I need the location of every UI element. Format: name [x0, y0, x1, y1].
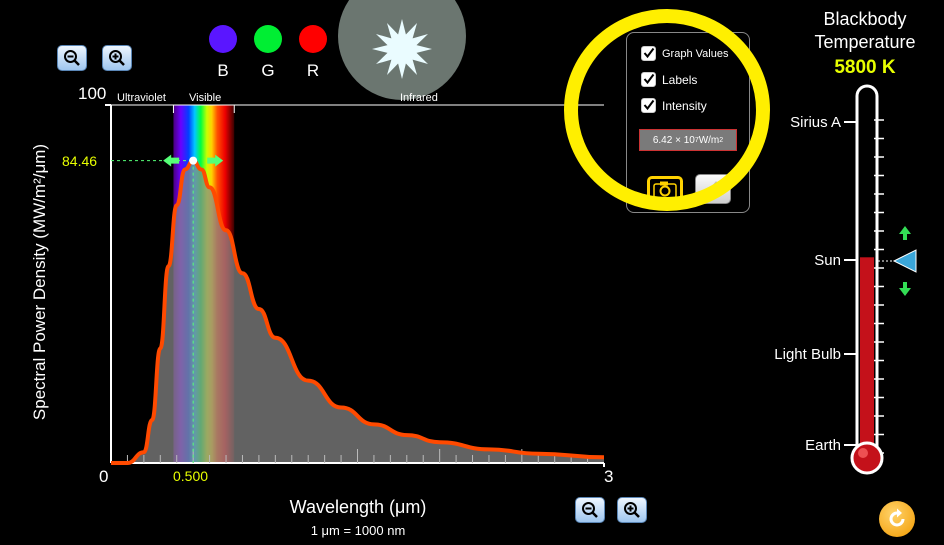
curve-area-fill: [111, 160, 604, 464]
intensity-value: 6.42 × 10 7 W/m 2: [639, 129, 737, 151]
thermometer-fill: [860, 257, 874, 458]
thermometer-title-line2: Temperature: [814, 32, 916, 52]
intensity-value-unit: W/m: [698, 134, 720, 146]
y-zoom-out-button[interactable]: [57, 45, 87, 71]
blue-filter-label: B: [217, 61, 229, 80]
light-bulb-label: Light Bulb: [774, 346, 841, 363]
star-color-disk: [338, 0, 466, 100]
labels-label: Labels: [662, 72, 698, 87]
spectrum-curve: [111, 158, 605, 465]
y-max-label: 100: [78, 84, 107, 103]
x-unit-note: 1 μm = 1000 nm: [310, 523, 406, 538]
green-filter-dot[interactable]: [254, 25, 282, 53]
intensity-option[interactable]: Intensity: [641, 98, 707, 113]
peak-point: [189, 156, 198, 165]
intensity-checkbox[interactable]: [641, 98, 656, 113]
x-axis-title: Wavelength (μm): [289, 497, 427, 517]
peak-value-label: 84.46: [62, 153, 98, 169]
x-zoom-out-button[interactable]: [575, 497, 605, 523]
thermometer-title: Blackbody Temperature: [790, 8, 940, 54]
peak-left-arrow-icon: [163, 154, 180, 167]
graph-values-label: Graph Values: [662, 47, 729, 60]
x-zoom-in-button[interactable]: [617, 497, 647, 523]
reset-button[interactable]: [879, 501, 915, 537]
red-filter-dot[interactable]: [299, 25, 327, 53]
check-icon: [643, 47, 655, 59]
x-min-label: 0: [99, 467, 109, 486]
highlight-ellipse: [564, 9, 770, 211]
peak-right-arrow-icon: [207, 154, 224, 167]
red-filter-label: R: [306, 61, 320, 80]
temperature-slider-handle[interactable]: [878, 224, 920, 298]
labels-option[interactable]: Labels: [641, 72, 697, 87]
labels-checkbox[interactable]: [641, 72, 656, 87]
check-icon: [643, 99, 655, 111]
graph-values-checkbox[interactable]: [641, 46, 656, 61]
infrared-band-label: Infrared: [400, 92, 438, 104]
zoom-out-icon: [64, 50, 80, 66]
arrow-down-icon: [899, 282, 911, 296]
x-max-label: 3: [604, 467, 614, 486]
temperature-readout: 5800 K: [834, 57, 896, 78]
blue-filter-dot[interactable]: [209, 25, 237, 53]
earth-label: Earth: [805, 437, 841, 454]
y-zoom-in-button[interactable]: [102, 45, 132, 71]
arrow-up-icon: [899, 226, 911, 240]
graph-values-option[interactable]: Graph Values: [641, 46, 728, 61]
zoom-in-icon: [109, 50, 125, 66]
intensity-value-prefix: 6.42 × 10: [652, 134, 695, 146]
thermometer-title-line1: Blackbody: [823, 9, 907, 29]
star-icon: [372, 19, 432, 79]
check-icon: [643, 73, 655, 85]
intensity-label: Intensity: [662, 98, 707, 113]
intensity-value-exponent: 7: [694, 136, 699, 144]
y-axis-title: Spectral Power Density (MW/m²/μm): [30, 143, 49, 421]
intensity-unit-exponent: 2: [719, 136, 724, 144]
reset-icon: [889, 508, 905, 527]
visible-band-label: Visible: [189, 92, 222, 104]
ultraviolet-band-label: Ultraviolet: [117, 92, 166, 104]
zoom-out-icon: [582, 502, 598, 518]
thermometer: [844, 84, 884, 475]
zoom-in-icon: [624, 502, 640, 518]
peak-wavelength-label: 0.500: [173, 468, 209, 484]
sirius-a-label: Sirius A: [790, 114, 841, 131]
sun-label: Sun: [814, 252, 841, 269]
green-filter-label: G: [261, 61, 275, 80]
